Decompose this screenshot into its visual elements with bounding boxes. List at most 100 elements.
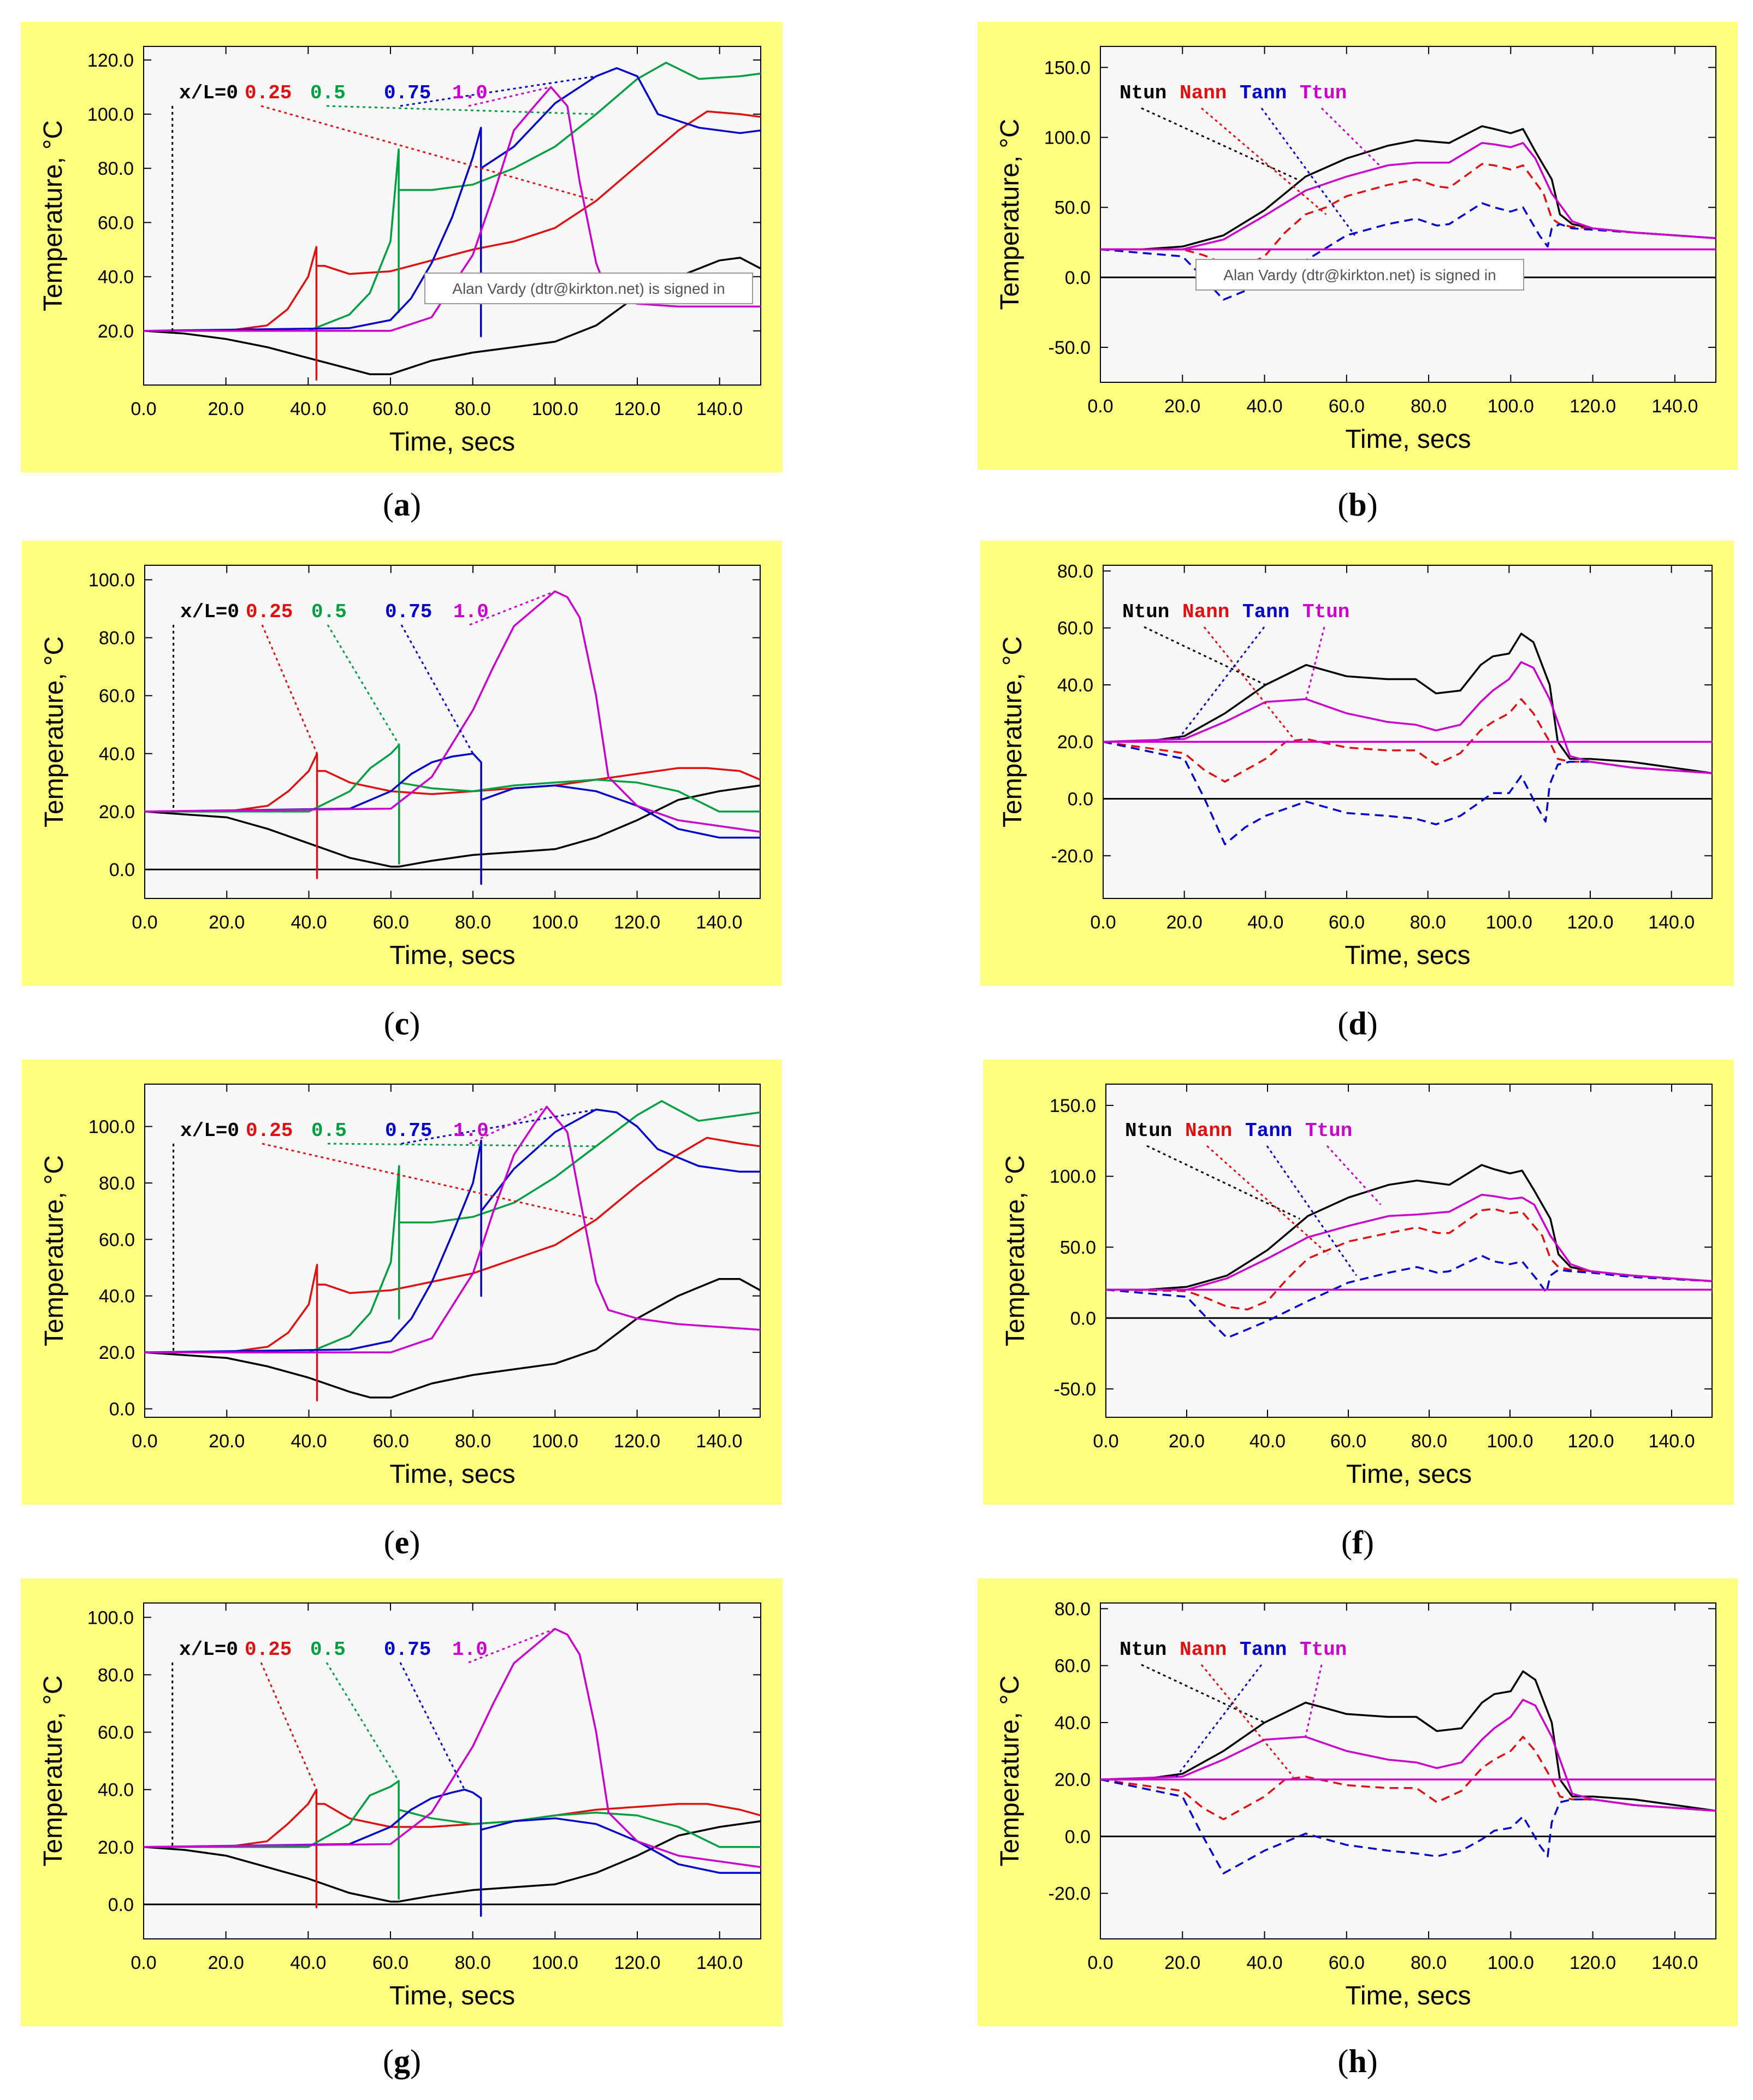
y-tick-label: 50.0 xyxy=(1055,198,1091,218)
legend-label: 0.5 xyxy=(310,1638,346,1661)
x-tick-label: 60.0 xyxy=(1329,1953,1365,1973)
series-ntun xyxy=(1106,1164,1713,1291)
x-tick-label: 80.0 xyxy=(1411,396,1447,417)
x-tick-label: 40.0 xyxy=(291,1431,327,1452)
series-ntun xyxy=(1100,125,1716,251)
legend-label: Ntun xyxy=(1122,601,1169,623)
y-tick-label: 50.0 xyxy=(1060,1238,1096,1258)
plot-area xyxy=(1100,46,1716,383)
plot-area xyxy=(1100,1602,1716,1939)
y-tick-label: 80.0 xyxy=(98,158,134,179)
chart-a: 20.0 40.0 60.0 80.0 100.0 120.0 0.0 20.0 40.0 60.… xyxy=(39,46,761,457)
series-1.0 xyxy=(144,590,761,833)
legend-leader xyxy=(1141,107,1298,180)
series-tann xyxy=(1103,741,1713,845)
x-tick-label: 100.0 xyxy=(1487,1431,1533,1452)
series-0.25 xyxy=(145,1137,761,1401)
legend-leader xyxy=(1266,1145,1358,1276)
y-tick-label: -50.0 xyxy=(1049,338,1091,358)
chart-h: -20.0 0.0 20.0 40.0 60.0 80.0 0.0 20.0 40.0 60.0 8… xyxy=(996,1599,1716,2010)
panel-f: -50.0 0.0 50.0 100.0 150.0 0.0 20.0 40.0 60.0 80.… xyxy=(983,1060,1734,1505)
legend-label: x/L=0 xyxy=(179,82,238,104)
x-tick-label: 0.0 xyxy=(1087,1953,1113,1973)
x-tick-label: 20.0 xyxy=(1164,1953,1200,1973)
y-axis-label: Temperature, °C xyxy=(40,1155,69,1346)
series-ttun xyxy=(1103,661,1713,774)
signin-tooltip-text: Alan Vardy (dtr@kirkton.net) is signed i… xyxy=(1223,267,1496,283)
y-tick-label: 120.0 xyxy=(87,50,134,71)
y-axis-label: Temperature, °C xyxy=(39,1676,68,1867)
y-tick-label: 100.0 xyxy=(88,570,135,591)
plot-area xyxy=(1105,1084,1713,1418)
y-tick-label: 0.0 xyxy=(1070,1308,1096,1329)
y-tick-label: 150.0 xyxy=(1050,1096,1096,1116)
caption-f: (f) xyxy=(1341,1524,1374,1560)
plot-area xyxy=(144,565,761,899)
x-tick-label: 40.0 xyxy=(290,399,326,419)
legend-label: Tann xyxy=(1245,1120,1292,1142)
series-0.5 xyxy=(144,62,761,332)
plot-area xyxy=(143,1602,761,1939)
caption-h: (h) xyxy=(1337,2043,1378,2079)
legend-leader xyxy=(468,86,552,107)
caption-g: (g) xyxy=(383,2043,421,2079)
y-tick-label: 60.0 xyxy=(99,1229,135,1250)
x-tick-label: 80.0 xyxy=(1410,912,1446,933)
x-tick-label: 140.0 xyxy=(1651,396,1698,417)
x-tick-label: 0.0 xyxy=(131,399,156,419)
legend-label: Ttun xyxy=(1305,1120,1352,1142)
x-tick-label: 20.0 xyxy=(1166,912,1203,933)
chart-e: 0.0 20.0 40.0 60.0 80.0 100.0 0.0 20.0 40.0 60.0 8… xyxy=(40,1084,761,1489)
legend-leader xyxy=(327,624,400,746)
y-tick-label: 40.0 xyxy=(1055,1713,1091,1734)
legend-label: 0.75 xyxy=(385,1120,432,1142)
series-tann xyxy=(1105,1255,1713,1339)
x-axis-label: Time, secs xyxy=(389,941,515,970)
legend-label: x/L=0 xyxy=(180,1120,239,1142)
y-tick-label: 0.0 xyxy=(1065,268,1091,288)
caption-b: (b) xyxy=(1337,487,1378,523)
chart-g: 0.0 20.0 40.0 60.0 80.0 100.0 0.0 20.0 40.0 60.0 8… xyxy=(39,1602,761,2010)
y-tick-label: 0.0 xyxy=(109,1399,135,1419)
series-tann xyxy=(1100,202,1716,301)
legend-leader xyxy=(400,624,474,754)
panel-a: 20.0 40.0 60.0 80.0 100.0 120.0 0.0 20.0 40.0 60.… xyxy=(21,22,783,472)
legend-leader xyxy=(326,105,596,115)
y-tick-label: -20.0 xyxy=(1049,1884,1091,1904)
x-tick-label: 100.0 xyxy=(532,1953,578,1973)
x-tick-label: 60.0 xyxy=(1329,396,1365,417)
y-tick-label: -20.0 xyxy=(1051,846,1094,867)
x-tick-label: 20.0 xyxy=(1169,1431,1205,1452)
legend-label: Ntun xyxy=(1120,82,1166,104)
panel-h: -20.0 0.0 20.0 40.0 60.0 80.0 0.0 20.0 40.0 60.0 8… xyxy=(978,1578,1738,2026)
x-axis-label: Time, secs xyxy=(1345,1981,1471,2010)
chart-c: 0.0 20.0 40.0 60.0 80.0 100.0 0.0 20.0 40.0 60.0 8… xyxy=(40,565,761,970)
series-1.0 xyxy=(145,1105,761,1353)
legend-leader xyxy=(1320,107,1380,166)
x-tick-label: 40.0 xyxy=(1246,396,1282,417)
y-tick-label: 20.0 xyxy=(1055,1770,1091,1790)
legend-leader xyxy=(1305,626,1325,700)
chart-d: -20.0 0.0 20.0 40.0 60.0 80.0 0.0 20.0 40.0 60.0 8… xyxy=(998,561,1713,970)
legend-label: 0.5 xyxy=(310,82,346,104)
legend-label: Ttun xyxy=(1302,601,1349,623)
x-tick-label: 140.0 xyxy=(696,1431,742,1452)
chart-b: -50.0 0.0 50.0 100.0 150.0 0.0 20.0 40.0 60.0 80.… xyxy=(996,46,1716,454)
legend-leader xyxy=(1260,108,1356,236)
legend-label: Ttun xyxy=(1300,1638,1347,1661)
series-0.75 xyxy=(144,1108,760,1353)
panel-b: -50.0 0.0 50.0 100.0 150.0 0.0 20.0 40.0 60.0 80.… xyxy=(978,22,1738,470)
caption-d: (d) xyxy=(1337,1005,1378,1042)
signin-tooltip-text: Alan Vardy (dtr@kirkton.net) is signed i… xyxy=(452,280,725,297)
y-tick-label: 60.0 xyxy=(1055,1656,1091,1677)
series-ttun xyxy=(1100,142,1716,251)
legend-label: 0.25 xyxy=(245,1638,292,1661)
series-1.0 xyxy=(143,1628,761,1868)
series-ttun xyxy=(1106,1193,1713,1291)
legend-leader xyxy=(401,1109,596,1145)
y-tick-label: 0.0 xyxy=(1068,789,1093,810)
x-tick-label: 20.0 xyxy=(208,1953,244,1973)
legend-label: Tann xyxy=(1242,601,1289,623)
x-tick-label: 140.0 xyxy=(1651,1953,1698,1973)
x-tick-label: 140.0 xyxy=(1648,1431,1695,1452)
